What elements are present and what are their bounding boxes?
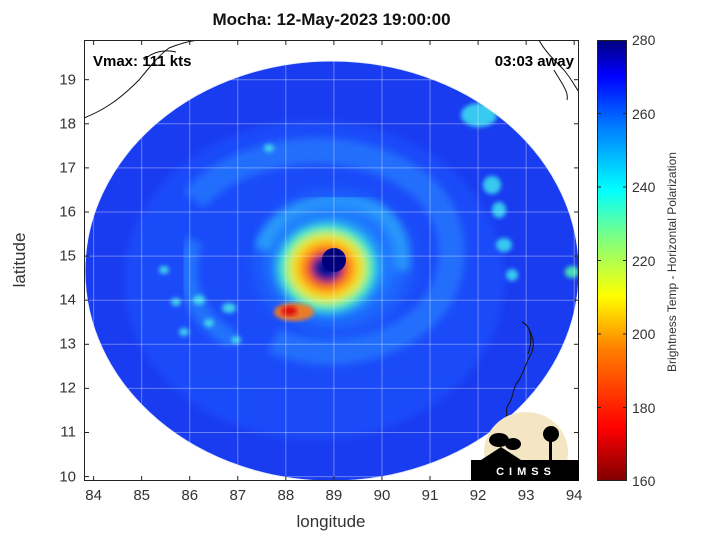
y-tick-label: 10 (59, 468, 76, 486)
y-tick-label: 16 (59, 203, 76, 221)
colorbar-tick-label: 240 (632, 179, 656, 195)
y-tick-label: 18 (59, 115, 76, 133)
colorbar-tick-label: 280 (632, 32, 656, 48)
x-tick-label: 87 (229, 487, 247, 504)
colorbar-tick-label: 260 (632, 105, 656, 122)
colorbar-tick-label: 200 (632, 326, 656, 342)
x-tick-label: 92 (469, 487, 487, 504)
x-tick-label: 90 (373, 487, 391, 504)
x-tick-label: 85 (133, 487, 150, 504)
y-tick-label: 13 (59, 335, 76, 353)
brightness-swath (85, 61, 579, 481)
y-tick-label: 17 (59, 159, 76, 177)
y-tick-label: 15 (59, 247, 76, 265)
logo-text: CIMSS (496, 466, 556, 478)
grid-lines (84, 40, 579, 481)
x-tick-label: 94 (565, 487, 583, 504)
coastline (84, 40, 579, 431)
y-tick-label: 12 (59, 379, 76, 397)
plot-frame (84, 40, 579, 481)
y-tick-label: 19 (59, 71, 76, 89)
x-tick-label: 88 (277, 487, 295, 504)
x-tick-label: 86 (181, 487, 199, 504)
x-axis-label: longitude (296, 512, 366, 531)
plot-title: Mocha: 12-May-2023 19:00:00 (212, 10, 451, 29)
x-tick-label: 84 (85, 487, 102, 504)
x-tick-label: 89 (325, 487, 343, 504)
map-plot: CIMSS (84, 40, 579, 481)
time-away-readout: 03:03 away (494, 53, 574, 70)
colorbar-tick-label: 180 (632, 399, 656, 416)
cimss-logo: CIMSS (471, 412, 579, 481)
y-axis-label: latitude (10, 232, 29, 288)
x-tick-label: 93 (517, 487, 535, 504)
colorbar-tick-label: 220 (632, 252, 656, 269)
vmax-readout: Vmax: 111 kts (93, 53, 192, 70)
y-tick-label: 14 (59, 291, 76, 309)
colorbar-label: Brightness Temp - Horizontal Polarizatio… (665, 152, 679, 372)
colorbar-tick-label: 160 (632, 473, 656, 489)
x-tick-label: 91 (421, 487, 439, 504)
colorbar (597, 40, 627, 481)
y-tick-label: 11 (60, 423, 76, 441)
